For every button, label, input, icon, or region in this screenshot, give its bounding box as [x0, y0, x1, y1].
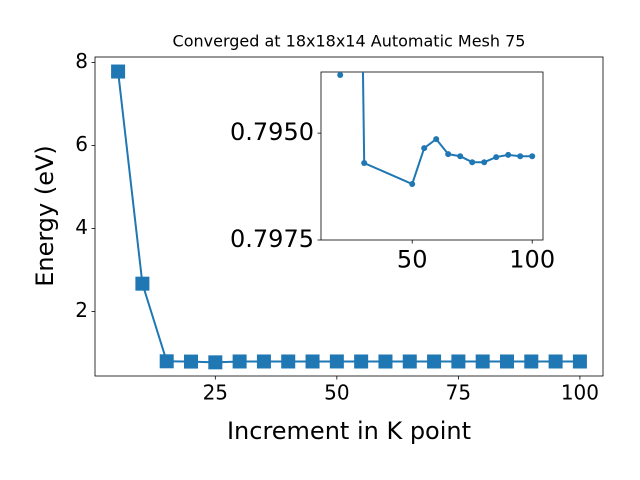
marker — [572, 354, 587, 369]
marker — [409, 181, 416, 187]
y-tick-label: 8 — [75, 49, 88, 73]
marker — [524, 354, 539, 369]
marker — [548, 354, 563, 369]
x-tick-label: 100 — [509, 245, 555, 273]
marker — [402, 354, 417, 369]
marker — [354, 354, 369, 369]
marker — [493, 154, 500, 161]
marker — [184, 354, 199, 369]
marker — [135, 276, 150, 291]
y-tick-label: 2 — [75, 298, 88, 322]
marker — [232, 354, 247, 369]
marker — [329, 354, 344, 369]
marker — [469, 159, 476, 166]
x-tick-label: 50 — [324, 381, 349, 405]
marker — [427, 354, 442, 369]
marker — [457, 153, 464, 160]
y-tick-label: 0.7975 — [230, 225, 314, 253]
marker — [256, 354, 271, 369]
chart-title: Converged at 18x18x14 Automatic Mesh 75 — [173, 32, 526, 51]
x-tick-label: 100 — [561, 381, 599, 405]
marker — [433, 136, 440, 143]
marker — [378, 354, 393, 369]
series — [111, 64, 587, 370]
marker — [305, 354, 320, 369]
y-axis-label: Energy (eV) — [31, 145, 59, 287]
x-tick-label: 25 — [203, 381, 228, 405]
marker — [481, 159, 488, 166]
x-axis-label: Increment in K point — [227, 417, 471, 445]
marker — [517, 153, 524, 160]
marker — [159, 354, 174, 369]
marker — [445, 151, 452, 158]
x-tick-label: 75 — [446, 381, 471, 405]
marker — [421, 145, 428, 152]
marker — [111, 64, 126, 79]
marker — [451, 354, 466, 369]
marker — [361, 160, 368, 167]
series — [337, 72, 536, 187]
y-tick-label: 0.7950 — [230, 118, 314, 146]
marker — [499, 354, 514, 369]
y-tick-label: 4 — [75, 215, 88, 239]
marker — [208, 355, 223, 370]
y-tick-label: 6 — [75, 132, 88, 156]
marker — [475, 354, 490, 369]
marker — [505, 151, 512, 158]
marker — [529, 153, 536, 160]
marker — [337, 72, 344, 78]
marker — [281, 354, 296, 369]
x-tick-label: 50 — [397, 245, 428, 273]
